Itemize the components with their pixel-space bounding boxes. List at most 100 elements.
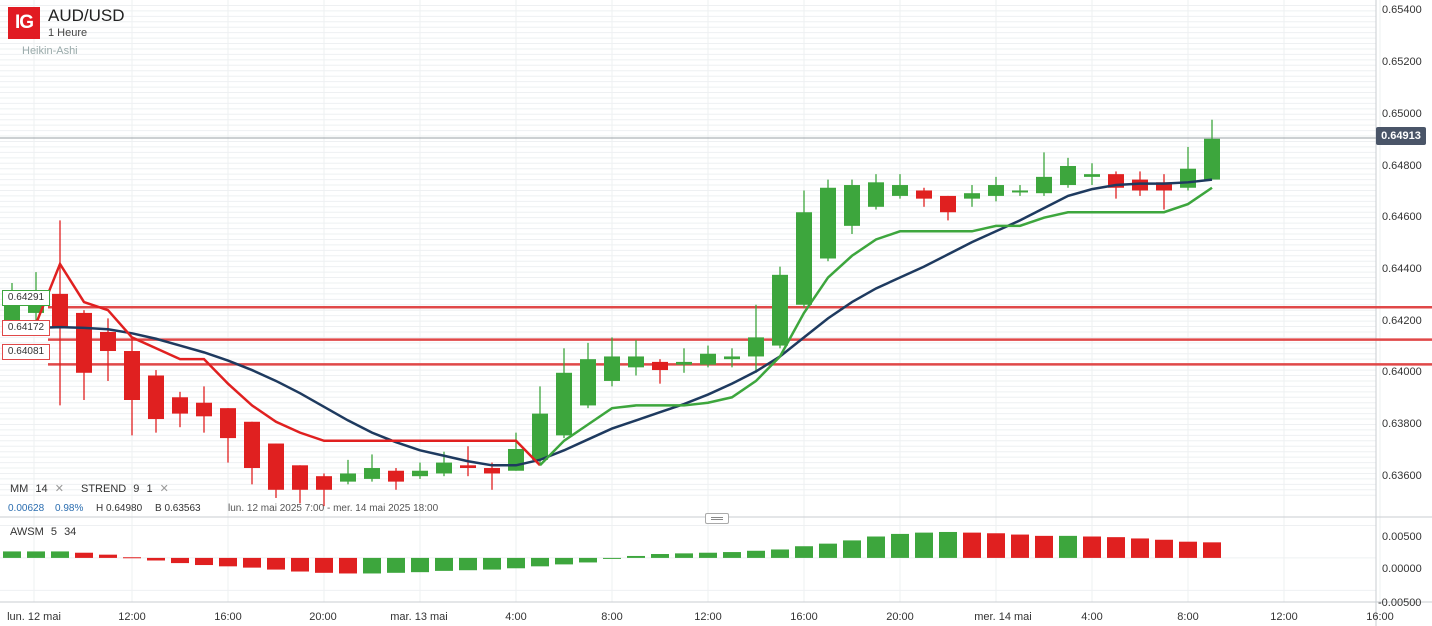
awsm-bar: [27, 551, 45, 558]
awsm-bar: [1059, 535, 1077, 558]
awsm-bar: [819, 543, 837, 558]
awsm-bar: [1083, 536, 1101, 558]
price-tick: 0.63800: [1382, 418, 1422, 430]
awsm-bar: [315, 557, 333, 573]
moving-average-line: [11, 178, 1213, 467]
strend-indicator-label[interactable]: STREND 9 1 ✕: [81, 482, 169, 495]
awsm-p1: 5: [50, 526, 57, 538]
time-tick: 8:00: [1177, 611, 1199, 623]
high-value: H 0.64980: [96, 503, 143, 514]
current-price-badge: 0.64913: [1376, 127, 1426, 145]
awsm-bar: [555, 557, 573, 565]
awsm-bar: [1179, 541, 1197, 558]
timeframe-label[interactable]: 1 Heure: [48, 27, 88, 39]
awsm-bar: [387, 557, 405, 573]
awsm-bar: [51, 551, 69, 558]
candle-body: [196, 402, 212, 417]
candle-body: [532, 413, 548, 460]
price-tick: 0.64800: [1382, 160, 1422, 172]
awsm-bar: [843, 540, 861, 558]
candle-body: [1132, 179, 1148, 191]
awsm-bar: [675, 553, 693, 558]
awsm-indicator-label[interactable]: AWSM 5 34: [10, 526, 76, 538]
candle-body: [244, 421, 260, 469]
pane-resize-handle[interactable]: [705, 513, 729, 524]
time-tick: 20:00: [309, 611, 337, 623]
awsm-bar: [987, 533, 1005, 558]
awsm-bar: [3, 551, 21, 558]
awsm-bar: [123, 557, 141, 559]
awsm-p2: 34: [64, 526, 77, 538]
awsm-bar: [339, 557, 357, 574]
price-tick: 0.64600: [1382, 211, 1422, 223]
awsm-bar: [267, 557, 285, 570]
change-percent: 0.98%: [55, 503, 84, 514]
candle-body: [940, 195, 956, 213]
ma-period: 14: [35, 483, 48, 495]
awsm-bar: [579, 557, 597, 563]
strend-name: STREND: [81, 483, 127, 495]
chart-type-label: Heikin-Ashi: [22, 45, 78, 57]
remove-strend-icon[interactable]: ✕: [159, 483, 169, 495]
candle-body: [796, 212, 812, 305]
awsm-bar: [867, 536, 885, 558]
remove-ma-icon[interactable]: ✕: [54, 483, 64, 495]
awsm-bar: [435, 557, 453, 571]
time-tick: 16:00: [1366, 611, 1394, 623]
awsm-bar: [219, 557, 237, 567]
symbol-title[interactable]: AUD/USD: [48, 6, 125, 25]
candle-body: [700, 353, 716, 365]
candle-body: [580, 359, 596, 406]
candle-body: [364, 468, 380, 479]
strend-p2: 1: [146, 483, 153, 495]
awsm-bar: [963, 532, 981, 558]
awsm-bar: [507, 557, 525, 569]
awsm-bar: [915, 532, 933, 558]
level-label[interactable]: 0.64172: [2, 320, 50, 336]
candle-body: [1156, 182, 1172, 191]
awsm-bar: [459, 557, 477, 571]
time-tick: 12:00: [118, 611, 146, 623]
awsm-name: AWSM: [10, 526, 44, 538]
candle-body: [76, 312, 92, 373]
candle-body: [892, 185, 908, 196]
candle-body: [316, 476, 332, 490]
awsm-bar: [1131, 538, 1149, 558]
candle-body: [844, 185, 860, 226]
awsm-bar: [99, 554, 117, 558]
candle-body: [388, 470, 404, 482]
candle-body: [916, 190, 932, 199]
awsm-bar: [771, 549, 789, 558]
candle-body: [508, 448, 524, 471]
awsm-bar: [291, 557, 309, 572]
price-tick: 0.63600: [1382, 470, 1422, 482]
candle-body: [436, 462, 452, 474]
candle-body: [52, 293, 68, 327]
candle-body: [724, 356, 740, 360]
price-tick: 0.64000: [1382, 366, 1422, 378]
awsm-bar: [411, 557, 429, 573]
level-label[interactable]: 0.64081: [2, 344, 50, 360]
candle-body: [604, 356, 620, 381]
candle-body: [988, 185, 1004, 196]
ma-indicator-label[interactable]: MM 14 ✕: [10, 482, 64, 495]
candle-body: [964, 193, 980, 199]
candle-body: [820, 187, 836, 259]
level-label[interactable]: 0.64291: [2, 290, 50, 306]
price-tick: 0.65000: [1382, 108, 1422, 120]
awsm-bar: [1155, 539, 1173, 558]
candle-body: [460, 465, 476, 469]
candle-body: [292, 465, 308, 490]
price-tick: 0.64200: [1382, 315, 1422, 327]
time-tick: lun. 12 mai: [7, 611, 61, 623]
awsm-bar: [243, 557, 261, 568]
candle-body: [172, 397, 188, 414]
price-tick: 0.65400: [1382, 4, 1422, 16]
candle-body: [220, 408, 236, 439]
candle-body: [772, 274, 788, 346]
candle-body: [1180, 168, 1196, 188]
awsm-bar: [1011, 534, 1029, 558]
time-tick: 16:00: [790, 611, 818, 623]
low-value: B 0.63563: [155, 503, 201, 514]
